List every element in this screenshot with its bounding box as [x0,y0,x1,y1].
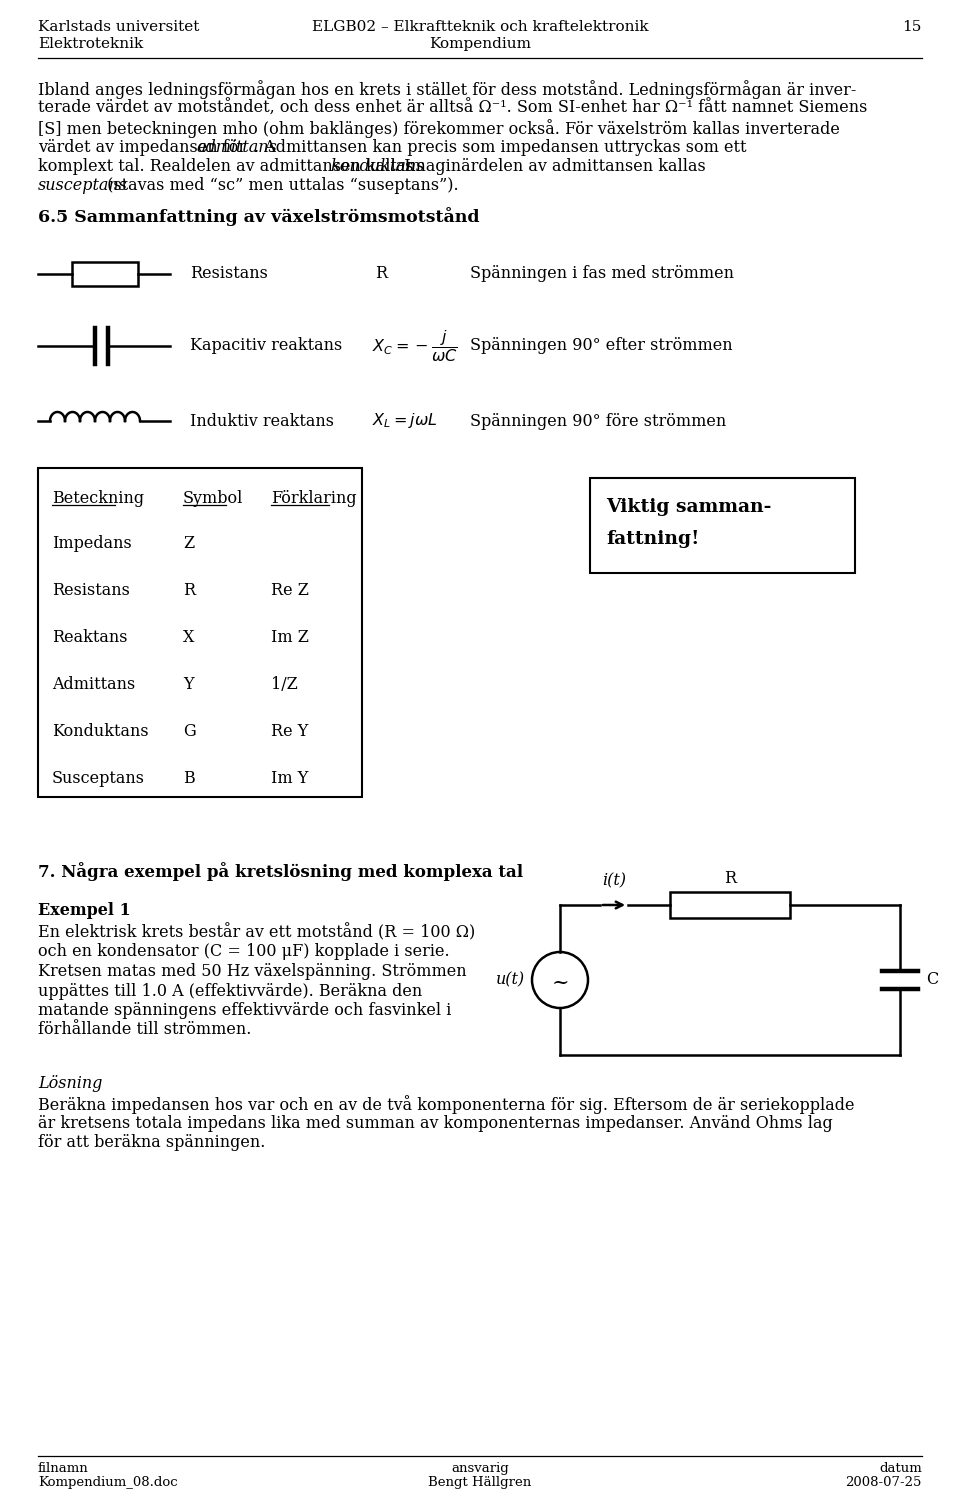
Text: datum: datum [879,1461,922,1475]
Text: Kompendium_08.doc: Kompendium_08.doc [38,1476,178,1488]
Text: . Imaginärdelen av admittansen kallas: . Imaginärdelen av admittansen kallas [394,158,706,176]
Text: Ibland anges ledningsförmågan hos en krets i stället för dess motstånd. Lednings: Ibland anges ledningsförmågan hos en kre… [38,80,856,99]
Text: värdet av impedansen för: värdet av impedansen för [38,138,252,156]
Text: G: G [183,722,196,740]
Text: 6.5 Sammanfattning av växelströmsmotstånd: 6.5 Sammanfattning av växelströmsmotstån… [38,207,479,225]
Text: [S] men beteckningen mho (ohm baklänges) förekommer också. För växelström kallas: [S] men beteckningen mho (ohm baklänges)… [38,119,840,138]
Text: terade värdet av motståndet, och dess enhet är alltså Ω⁻¹. Som SI-enhet har Ω⁻¹ : terade värdet av motståndet, och dess en… [38,99,868,117]
Text: förhållande till strömmen.: förhållande till strömmen. [38,1021,252,1038]
Text: X: X [183,629,194,646]
Text: Z: Z [183,535,194,553]
Text: Impedans: Impedans [52,535,132,553]
Bar [590,478,855,572]
Text: $X_L = j\omega L$: $X_L = j\omega L$ [372,412,438,431]
Text: Konduktans: Konduktans [52,722,149,740]
Text: R: R [375,266,387,282]
Text: filnamn: filnamn [38,1461,88,1475]
Text: Kretsen matas med 50 Hz växelspänning. Strömmen: Kretsen matas med 50 Hz växelspänning. S… [38,963,467,979]
Text: Resistans: Resistans [52,581,130,599]
Text: ansvarig: ansvarig [451,1461,509,1475]
Text: matande spänningens effektivvärde och fasvinkel i: matande spänningens effektivvärde och fa… [38,1002,451,1018]
Text: susceptans: susceptans [38,177,128,194]
Text: Re Z: Re Z [271,581,309,599]
Text: och en kondensator (C = 100 μF) kopplade i serie.: och en kondensator (C = 100 μF) kopplade… [38,943,449,960]
Text: Lösning: Lösning [38,1075,103,1092]
Text: 1/Z: 1/Z [271,676,298,692]
Text: C: C [926,972,938,988]
Text: ELGB02 – Elkraftteknik och kraftelektronik: ELGB02 – Elkraftteknik och kraftelektron… [312,20,648,35]
Text: Reaktans: Reaktans [52,629,128,646]
Text: admittans: admittans [197,138,277,156]
Text: En elektrisk krets består av ett motstånd (R = 100 Ω): En elektrisk krets består av ett motstån… [38,924,475,942]
Text: Spänningen 90° före strömmen: Spänningen 90° före strömmen [470,413,727,430]
Text: Spänningen i fas med strömmen: Spänningen i fas med strömmen [470,266,734,282]
Text: är kretsens totala impedans lika med summan av komponenternas impedanser. Använd: är kretsens totala impedans lika med sum… [38,1114,832,1131]
Text: Bengt Hällgren: Bengt Hällgren [428,1476,532,1488]
Text: B: B [183,771,195,787]
Text: Kapacitiv reaktans: Kapacitiv reaktans [190,338,343,354]
Text: Viktig samman-: Viktig samman- [606,499,772,517]
Text: Elektroteknik: Elektroteknik [38,38,143,51]
Text: i(t): i(t) [602,873,626,889]
Bar [38,469,362,798]
Text: fattning!: fattning! [606,530,700,548]
Text: 15: 15 [902,20,922,35]
Text: Förklaring: Förklaring [271,490,356,508]
Text: Exempel 1: Exempel 1 [38,903,131,919]
Text: Induktiv reaktans: Induktiv reaktans [190,413,334,430]
Text: R: R [724,870,736,888]
Text: u(t): u(t) [496,972,525,988]
Text: uppättes till 1.0 A (effektivvärde). Beräkna den: uppättes till 1.0 A (effektivvärde). Ber… [38,982,422,999]
Bar [72,261,138,285]
Text: R: R [183,581,195,599]
Text: 2008-07-25: 2008-07-25 [846,1476,922,1488]
Text: Admittans: Admittans [52,676,135,692]
Text: Re Y: Re Y [271,722,308,740]
Text: Symbol: Symbol [183,490,244,508]
Text: komplext tal. Realdelen av admittansen kallas: komplext tal. Realdelen av admittansen k… [38,158,419,176]
Text: Kompendium: Kompendium [429,38,531,51]
Text: 7. Några exempel på kretslösning med komplexa tal: 7. Några exempel på kretslösning med kom… [38,862,523,882]
Bar [670,892,790,918]
Text: (stavas med “sc” men uttalas “suseptans”).: (stavas med “sc” men uttalas “suseptans”… [102,177,458,194]
Text: Y: Y [183,676,194,692]
Text: Im Y: Im Y [271,771,308,787]
Text: Resistans: Resistans [190,266,268,282]
Text: Karlstads universitet: Karlstads universitet [38,20,200,35]
Text: konduktans: konduktans [330,158,424,176]
Text: för att beräkna spänningen.: för att beräkna spänningen. [38,1134,265,1151]
Text: Susceptans: Susceptans [52,771,145,787]
Text: . Admittansen kan precis som impedansen uttryckas som ett: . Admittansen kan precis som impedansen … [253,138,747,156]
Text: Spänningen 90° efter strömmen: Spänningen 90° efter strömmen [470,338,732,354]
Text: Beräkna impedansen hos var och en av de två komponenterna för sig. Eftersom de ä: Beräkna impedansen hos var och en av de … [38,1095,854,1114]
Text: $X_C = -\dfrac{j}{\omega C}$: $X_C = -\dfrac{j}{\omega C}$ [372,327,458,363]
Text: Im Z: Im Z [271,629,309,646]
Text: ~: ~ [551,973,568,993]
Text: Beteckning: Beteckning [52,490,144,508]
